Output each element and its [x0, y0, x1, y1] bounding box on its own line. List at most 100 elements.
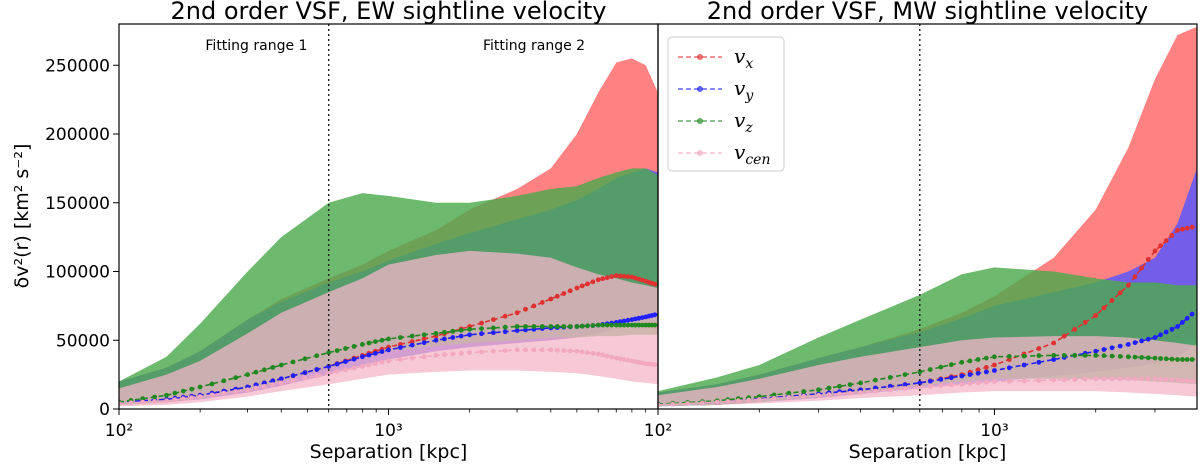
mean-point-v-cen	[992, 379, 997, 384]
mean-point-v-z	[1152, 355, 1158, 361]
mean-point-v-z	[302, 356, 308, 362]
mean-point-v-y	[1036, 359, 1042, 365]
mean-point-v-cen	[548, 347, 554, 353]
mean-point-v-x	[1082, 320, 1088, 325]
legend-marker	[697, 150, 703, 156]
mean-point-v-y	[1175, 324, 1180, 329]
mean-point-v-x	[539, 300, 545, 305]
mean-point-v-z	[152, 394, 158, 400]
mean-point-v-z	[442, 329, 447, 335]
mean-point-v-z	[771, 392, 777, 398]
mean-point-v-z	[1101, 353, 1107, 359]
mean-point-v-cen	[938, 383, 944, 388]
mean-point-v-z	[585, 323, 590, 329]
mean-point-v-cen	[670, 401, 676, 407]
mean-point-v-z	[253, 369, 259, 375]
mean-point-v-z	[531, 324, 537, 329]
mean-point-v-x	[548, 296, 554, 302]
mean-point-v-z	[983, 355, 989, 361]
mean-point-v-z	[600, 322, 606, 328]
mean-point-v-y	[386, 347, 391, 353]
mean-point-v-y	[992, 368, 997, 373]
mean-point-v-y	[652, 312, 658, 318]
mean-point-v-cen	[725, 399, 731, 404]
mean-point-v-x	[600, 276, 606, 282]
mean-point-v-z	[625, 322, 631, 328]
x-tick-label: 10²	[105, 421, 133, 441]
mean-point-v-cen	[1006, 378, 1012, 384]
mean-point-v-y	[442, 336, 447, 342]
mean-point-v-z	[579, 323, 585, 329]
mean-point-v-z	[1139, 355, 1144, 360]
mean-point-v-z	[873, 377, 878, 383]
mean-point-v-z	[621, 322, 627, 328]
mean-point-v-cen	[600, 352, 606, 358]
mean-point-v-x	[652, 281, 658, 287]
mean-point-v-z	[629, 322, 635, 328]
mean-point-v-x	[983, 365, 989, 370]
mean-point-v-cen	[270, 382, 276, 387]
mean-point-v-x	[1180, 226, 1185, 232]
mean-point-v-z	[398, 335, 403, 340]
mean-point-v-y	[887, 383, 893, 389]
mean-point-v-y	[1125, 342, 1131, 347]
mean-point-v-x	[1072, 326, 1078, 332]
mean-point-v-cen	[479, 349, 484, 355]
mean-point-v-cen	[450, 351, 456, 357]
mean-point-v-z	[632, 322, 638, 328]
mean-point-v-z	[617, 322, 623, 328]
mean-point-v-cen	[334, 369, 340, 374]
mean-point-v-y	[491, 330, 496, 336]
mean-point-v-z	[1180, 357, 1185, 362]
mean-point-v-z	[351, 344, 357, 349]
mean-point-v-z	[595, 322, 601, 328]
mean-point-v-z	[1082, 353, 1088, 358]
mean-point-v-z	[360, 342, 365, 347]
mean-point-v-y	[373, 350, 378, 356]
mean-point-v-cen	[379, 359, 385, 365]
legend: vx vy vz vcen	[667, 36, 785, 172]
mean-point-v-z	[539, 324, 545, 329]
mean-point-v-y	[278, 376, 284, 382]
mean-point-v-y	[938, 377, 944, 382]
mean-point-v-cen	[491, 348, 496, 354]
mean-point-v-x	[625, 274, 631, 280]
mean-point-v-z	[1163, 356, 1169, 362]
mean-point-v-z	[221, 378, 227, 384]
mean-point-v-cen	[360, 364, 365, 369]
mean-point-v-x	[1117, 290, 1123, 296]
mean-point-v-z	[326, 350, 332, 355]
mean-point-v-cen	[685, 401, 690, 406]
mean-point-v-cen	[873, 388, 878, 394]
mean-point-v-y	[1145, 336, 1151, 342]
mean-point-v-cen	[837, 391, 842, 397]
mean-point-v-y	[625, 317, 631, 323]
mean-point-v-x	[1175, 227, 1180, 233]
mean-point-v-cen	[746, 397, 752, 403]
mean-point-v-y	[1163, 329, 1169, 335]
mean-point-v-y	[917, 380, 923, 386]
mean-point-v-cen	[786, 394, 792, 400]
mean-point-v-cen	[502, 348, 508, 353]
mean-point-v-cen	[567, 348, 573, 354]
mean-point-v-y	[959, 373, 965, 379]
mean-point-v-z	[450, 328, 456, 334]
mean-point-v-y	[948, 375, 954, 381]
mean-point-v-z	[334, 348, 340, 353]
mean-point-v-z	[467, 326, 472, 332]
mean-point-v-x	[1109, 298, 1115, 303]
mean-point-v-z	[975, 357, 981, 362]
mean-point-v-x	[491, 317, 496, 322]
mean-point-v-cen	[714, 399, 720, 405]
mean-point-v-cen	[756, 397, 762, 402]
mean-point-v-cen	[467, 350, 472, 355]
mean-point-v-cen	[152, 399, 158, 404]
mean-point-v-z	[554, 324, 560, 329]
mean-point-v-x	[561, 291, 567, 296]
mean-point-v-z	[927, 367, 933, 372]
mean-point-v-y	[1180, 320, 1185, 325]
mean-point-v-y	[1006, 365, 1012, 371]
mean-point-v-y	[975, 370, 981, 376]
mean-point-v-cen	[1061, 377, 1067, 383]
mean-point-v-z	[1117, 354, 1123, 359]
